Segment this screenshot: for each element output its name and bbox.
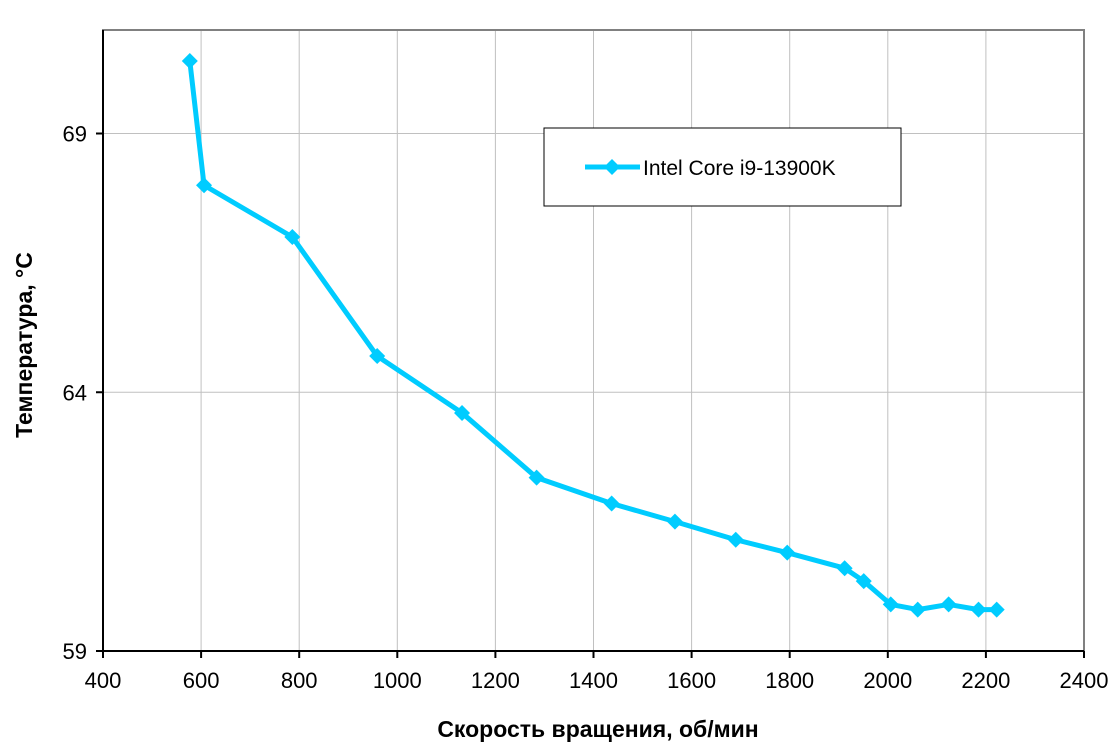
x-tick-label: 1800 <box>765 668 814 693</box>
legend-label: Intel Core i9-13900K <box>643 157 836 180</box>
data-point <box>181 53 198 70</box>
x-tick-label: 1600 <box>667 668 716 693</box>
y-tick-label: 64 <box>63 380 87 405</box>
y-tick-label: 59 <box>63 639 87 664</box>
data-point <box>988 601 1005 618</box>
data-point <box>196 177 213 194</box>
x-tick-label: 1000 <box>373 668 422 693</box>
legend-marker-sample <box>604 159 620 175</box>
data-point <box>970 601 987 618</box>
y-axis-ticks: 59 64 69 <box>63 122 103 664</box>
x-tick-label: 2200 <box>961 668 1010 693</box>
grid-lines <box>103 30 1084 651</box>
data-point <box>666 513 683 530</box>
x-tick-label: 2400 <box>1060 668 1109 693</box>
data-point <box>454 404 471 421</box>
series-layer <box>181 53 1005 618</box>
data-point <box>779 544 796 561</box>
x-tick-label: 2000 <box>863 668 912 693</box>
x-tick-label: 800 <box>281 668 318 693</box>
legend: Intel Core i9-13900K <box>543 127 902 207</box>
y-axis-title: Температура, °С <box>11 252 37 438</box>
data-point <box>528 469 545 486</box>
x-tick-label: 400 <box>85 668 122 693</box>
x-tick-label: 1400 <box>569 668 618 693</box>
data-point <box>369 348 386 365</box>
data-point <box>836 560 853 577</box>
data-point <box>727 531 744 548</box>
data-point <box>284 229 301 245</box>
y-tick-label: 69 <box>63 122 87 147</box>
x-tick-label: 1200 <box>471 668 520 693</box>
data-point <box>909 601 926 618</box>
data-point <box>855 573 872 590</box>
data-point <box>603 495 620 512</box>
x-axis-ticks: 400 600 800 1000 1200 1400 1600 1800 2000 2200 240… <box>85 651 1109 693</box>
data-point <box>882 596 899 613</box>
x-axis-title: Скорость вращения, об/мин <box>437 716 758 742</box>
x-tick-label: 600 <box>183 668 220 693</box>
data-point <box>940 596 957 613</box>
